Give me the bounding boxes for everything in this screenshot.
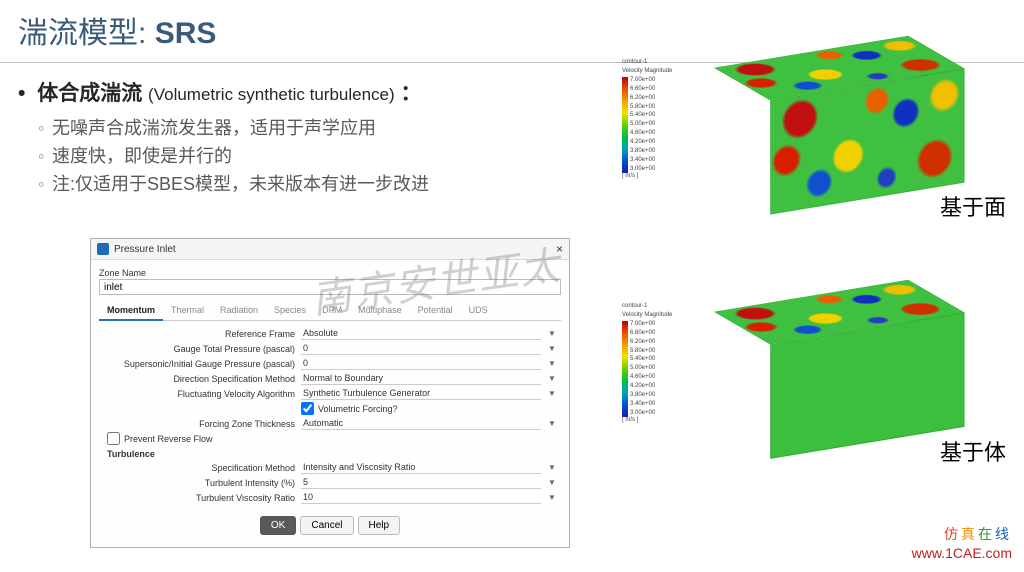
form-label: Supersonic/Initial Gauge Pressure (pasca…	[101, 359, 301, 369]
title-en: SRS	[155, 17, 217, 50]
left-column: • 体合成湍流 (Volumetric synthetic turbulence…	[18, 69, 596, 199]
forcing-thickness-row: Forcing Zone Thickness Automatic▼	[101, 417, 559, 430]
bullet-dot: •	[18, 82, 25, 105]
site-brand: 仿真在线 www.1CAE.com	[912, 528, 1012, 562]
form-dropdown[interactable]: Absolute	[301, 327, 541, 340]
form-dropdown[interactable]: 10	[301, 491, 541, 504]
form-row: Reference FrameAbsolute ▼	[101, 327, 559, 340]
tab-dpm[interactable]: DPM	[314, 301, 350, 320]
prevent-reverse-label: Prevent Reverse Flow	[124, 434, 213, 444]
chevron-down-icon[interactable]: ▼	[545, 419, 559, 428]
caption-volume-based: 基于体	[940, 435, 1006, 467]
close-icon[interactable]: ×	[556, 242, 563, 256]
volumetric-forcing-label: Volumetric Forcing?	[318, 404, 398, 414]
form-dropdown[interactable]: Intensity and Viscosity Ratio	[301, 461, 541, 474]
form-label: Turbulent Viscosity Ratio	[101, 493, 301, 503]
form-label: Reference Frame	[101, 329, 301, 339]
form-label: Specification Method	[101, 463, 301, 473]
brand-cn: 仿真在线	[912, 528, 1012, 545]
right-column: contour-1 Velocity Magnitude 7.00e+00 6.…	[596, 69, 1016, 199]
sub-bullet: 注:仅适用于SBES模型，未来版本有进一步改进	[38, 171, 596, 199]
tab-multiphase[interactable]: Multiphase	[350, 301, 410, 320]
form-label: Gauge Total Pressure (pascal)	[101, 344, 301, 354]
form-dropdown[interactable]: 5	[301, 476, 541, 489]
cube-volume-based	[742, 293, 954, 470]
form-dropdown[interactable]: 0	[301, 342, 541, 355]
main-bullet-colon: ：	[401, 82, 422, 105]
momentum-form: Reference FrameAbsolute▼Gauge Total Pres…	[99, 321, 561, 510]
cube-top-wrap	[688, 53, 1008, 253]
cube-bottom-wrap	[688, 297, 1008, 497]
caption-face-based: 基于面	[940, 190, 1006, 222]
main-bullet-en: (Volumetric synthetic turbulence)	[148, 85, 395, 104]
brand-url: www.1CAE.com	[912, 545, 1012, 562]
main-bullet: • 体合成湍流 (Volumetric synthetic turbulence…	[18, 77, 596, 107]
chevron-down-icon[interactable]: ▼	[545, 374, 559, 383]
legend-bottom: contour-1 Velocity Magnitude 7.00e+00 6.…	[622, 297, 684, 424]
chevron-down-icon[interactable]: ▼	[545, 463, 559, 472]
dialog-buttons: OK Cancel Help	[99, 510, 561, 539]
legend-unit: [ m/s ]	[622, 173, 684, 180]
tab-momentum[interactable]: Momentum	[99, 301, 163, 321]
prevent-reverse-row: Prevent Reverse Flow	[101, 432, 559, 445]
content-area: • 体合成湍流 (Volumetric synthetic turbulence…	[0, 63, 1024, 199]
pressure-inlet-dialog: Pressure Inlet × Zone Name Momentum Ther…	[90, 238, 570, 548]
turbulence-header: Turbulence	[107, 449, 559, 459]
form-row: Turbulent Viscosity Ratio10 ▼	[101, 491, 559, 504]
form-dropdown[interactable]: Synthetic Turbulence Generator	[301, 387, 541, 400]
dialog-tabs: Momentum Thermal Radiation Species DPM M…	[99, 301, 561, 321]
volumetric-forcing-row: Volumetric Forcing?	[101, 402, 559, 415]
dialog-title: Pressure Inlet	[114, 244, 176, 255]
legend-colorbar	[622, 77, 628, 173]
ok-button[interactable]: OK	[260, 516, 296, 535]
form-row: Fluctuating Velocity AlgorithmSynthetic …	[101, 387, 559, 400]
form-row: Turbulent Intensity (%)5 ▼	[101, 476, 559, 489]
legend-colorbar	[622, 321, 628, 417]
form-label: Direction Specification Method	[101, 374, 301, 384]
form-label: Turbulent Intensity (%)	[101, 478, 301, 488]
form-label: Fluctuating Velocity Algorithm	[101, 389, 301, 399]
viz-face-based: contour-1 Velocity Magnitude 7.00e+00 6.…	[622, 53, 1008, 253]
chevron-down-icon[interactable]: ▼	[545, 478, 559, 487]
form-row: Gauge Total Pressure (pascal)0 ▼	[101, 342, 559, 355]
cancel-button[interactable]: Cancel	[300, 516, 353, 535]
cube-face-based	[742, 49, 954, 226]
sub-bullets: 无噪声合成湍流发生器，适用于声学应用 速度快，即使是并行的 注:仅适用于SBES…	[38, 115, 596, 199]
tab-species[interactable]: Species	[266, 301, 314, 320]
legend-title-2: Velocity Magnitude	[622, 68, 684, 75]
forcing-thickness-dropdown[interactable]: Automatic	[301, 417, 541, 430]
form-dropdown[interactable]: Normal to Boundary	[301, 372, 541, 385]
viz-volume-based: contour-1 Velocity Magnitude 7.00e+00 6.…	[622, 297, 1008, 497]
zone-name-label: Zone Name	[99, 268, 561, 278]
tab-radiation[interactable]: Radiation	[212, 301, 266, 320]
chevron-down-icon[interactable]: ▼	[545, 329, 559, 338]
dialog-icon	[97, 243, 109, 255]
dialog-titlebar: Pressure Inlet ×	[91, 239, 569, 260]
form-row: Specification MethodIntensity and Viscos…	[101, 461, 559, 474]
form-row: Direction Specification MethodNormal to …	[101, 372, 559, 385]
main-bullet-cn: 体合成湍流	[37, 82, 142, 105]
chevron-down-icon[interactable]: ▼	[545, 359, 559, 368]
tab-thermal[interactable]: Thermal	[163, 301, 212, 320]
form-dropdown[interactable]: 0	[301, 357, 541, 370]
chevron-down-icon[interactable]: ▼	[545, 493, 559, 502]
zone-name-input[interactable]	[99, 279, 561, 295]
legend-title-1: contour-1	[622, 59, 684, 66]
sub-bullet: 速度快，即使是并行的	[38, 143, 596, 171]
tab-uds[interactable]: UDS	[461, 301, 496, 320]
prevent-reverse-checkbox[interactable]	[107, 432, 120, 445]
help-button[interactable]: Help	[358, 516, 401, 535]
title-cn: 湍流模型:	[18, 17, 146, 50]
volumetric-forcing-checkbox[interactable]	[301, 402, 314, 415]
chevron-down-icon[interactable]: ▼	[545, 344, 559, 353]
chevron-down-icon[interactable]: ▼	[545, 389, 559, 398]
form-row: Supersonic/Initial Gauge Pressure (pasca…	[101, 357, 559, 370]
legend-top: contour-1 Velocity Magnitude 7.00e+00 6.…	[622, 53, 684, 180]
sub-bullet: 无噪声合成湍流发生器，适用于声学应用	[38, 115, 596, 143]
tab-potential[interactable]: Potential	[410, 301, 461, 320]
legend-labels: 7.00e+00 6.60e+00 6.20e+00 5.80e+00 5.40…	[630, 77, 655, 173]
